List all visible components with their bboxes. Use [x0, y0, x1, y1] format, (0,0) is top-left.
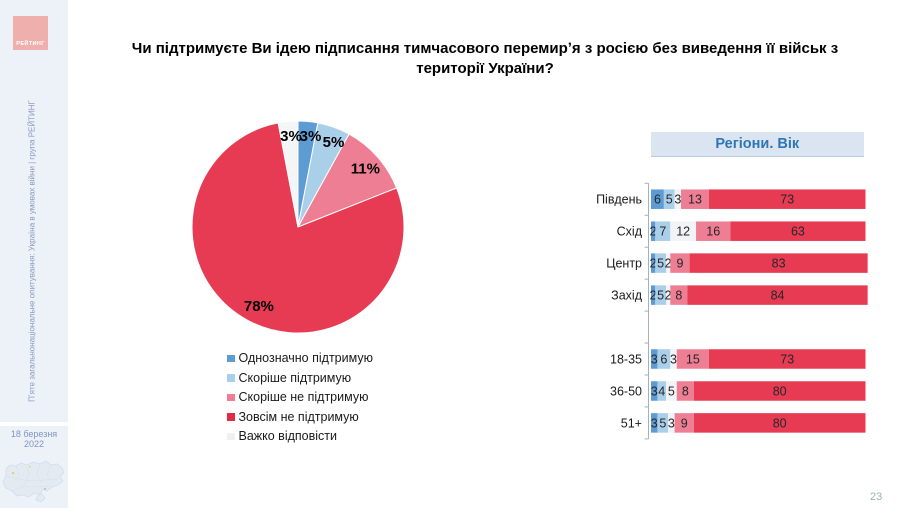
svg-text:78%: 78% — [244, 298, 274, 315]
svg-text:Схід: Схід — [617, 225, 643, 239]
svg-text:3: 3 — [651, 416, 658, 430]
svg-text:9: 9 — [681, 416, 688, 430]
svg-text:2: 2 — [665, 257, 672, 271]
svg-text:73: 73 — [780, 352, 794, 366]
svg-text:63: 63 — [791, 225, 805, 239]
svg-text:8: 8 — [675, 289, 682, 303]
svg-text:Захід: Захід — [611, 289, 643, 303]
svg-text:12: 12 — [676, 225, 690, 239]
svg-text:5%: 5% — [323, 134, 345, 151]
svg-text:3: 3 — [668, 416, 675, 430]
svg-text:Південь: Південь — [596, 193, 642, 207]
svg-text:4: 4 — [658, 384, 665, 398]
svg-text:80: 80 — [773, 384, 787, 398]
svg-text:2: 2 — [650, 225, 657, 239]
svg-text:51+: 51+ — [621, 416, 642, 430]
svg-text:80: 80 — [773, 416, 787, 430]
svg-text:15: 15 — [686, 352, 700, 366]
svg-text:2: 2 — [650, 257, 657, 271]
svg-text:83: 83 — [772, 257, 786, 271]
svg-text:9: 9 — [676, 257, 683, 271]
svg-text:13: 13 — [688, 193, 702, 207]
svg-text:5: 5 — [666, 193, 673, 207]
svg-text:3: 3 — [670, 352, 677, 366]
svg-text:3: 3 — [674, 193, 681, 207]
svg-text:5: 5 — [657, 257, 664, 271]
svg-text:Центр: Центр — [606, 257, 642, 271]
svg-text:2: 2 — [650, 289, 657, 303]
svg-text:3%: 3% — [300, 128, 322, 145]
svg-text:3: 3 — [651, 352, 658, 366]
svg-text:5: 5 — [668, 384, 675, 398]
svg-text:2: 2 — [665, 289, 672, 303]
svg-text:7: 7 — [659, 225, 666, 239]
svg-text:6: 6 — [654, 193, 661, 207]
svg-text:73: 73 — [780, 193, 794, 207]
svg-text:36-50: 36-50 — [610, 384, 642, 398]
svg-text:3: 3 — [651, 384, 658, 398]
svg-text:5: 5 — [659, 416, 666, 430]
svg-text:8: 8 — [682, 384, 689, 398]
svg-text:6: 6 — [660, 352, 667, 366]
svg-text:84: 84 — [771, 289, 785, 303]
svg-text:16: 16 — [706, 225, 720, 239]
svg-text:3%: 3% — [280, 128, 302, 145]
svg-text:18-35: 18-35 — [610, 352, 642, 366]
svg-text:11%: 11% — [351, 161, 380, 178]
svg-text:5: 5 — [657, 289, 664, 303]
